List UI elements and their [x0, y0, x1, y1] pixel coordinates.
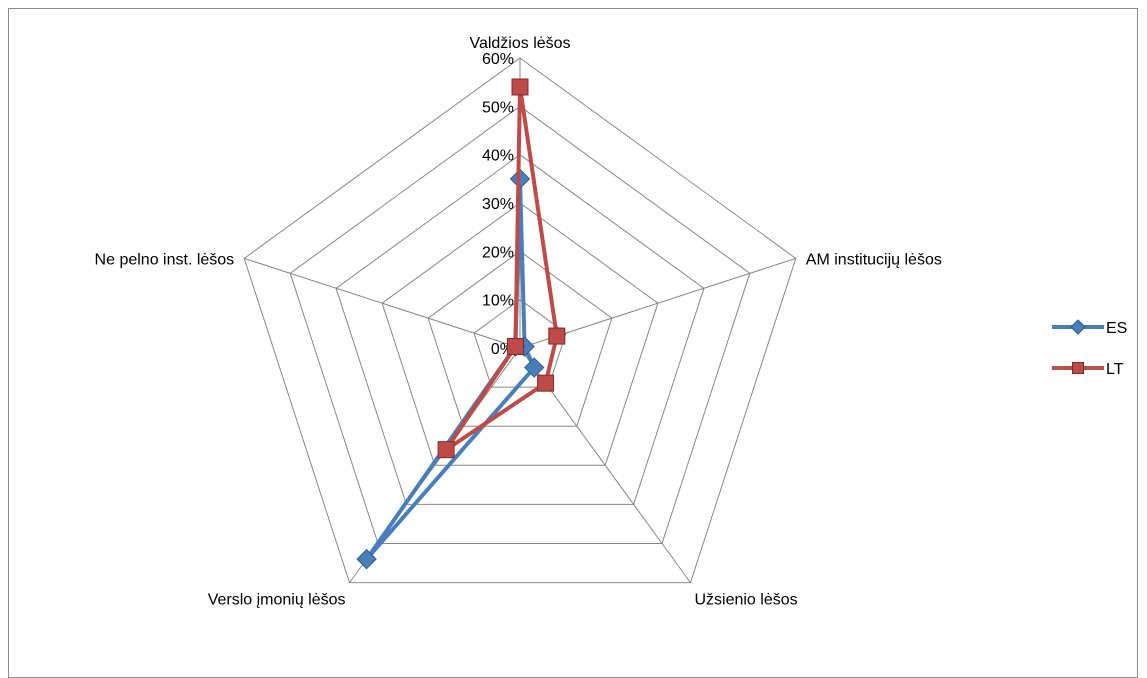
- legend: ES LT: [1052, 319, 1127, 378]
- tick-label: 10%: [482, 293, 514, 310]
- category-label: Ne pelno inst. lėšos: [95, 251, 235, 268]
- tick-label: 60%: [482, 51, 514, 68]
- data-point: [506, 338, 524, 356]
- grid-ring: [335, 154, 705, 505]
- legend-marker: [1072, 362, 1084, 374]
- tick-label: 20%: [482, 244, 514, 261]
- category-label: Verslo įmonių lėšos: [208, 592, 346, 609]
- legend-entry-lt: LT: [1052, 361, 1124, 378]
- data-point: [437, 441, 455, 459]
- category-labels: Valdžios lėšos AM institucijų lėšos Užsien…: [95, 35, 942, 609]
- series-line: [364, 176, 537, 562]
- data-point: [511, 78, 529, 96]
- legend-label: ES: [1106, 320, 1127, 337]
- spoke-line: [519, 257, 796, 349]
- data-point: [356, 548, 377, 570]
- legend-marker: [1070, 319, 1086, 335]
- grid-ring: [381, 202, 659, 466]
- legend-label: LT: [1106, 361, 1124, 378]
- tick-label: 30%: [482, 196, 514, 213]
- spoke-line: [244, 257, 521, 349]
- grid-ring: [289, 105, 751, 544]
- series-line: [444, 85, 559, 452]
- data-point: [537, 374, 555, 392]
- tick-label: 50%: [482, 99, 514, 116]
- category-label: Užsienio lėšos: [694, 592, 797, 609]
- chart-frame: [8, 8, 1138, 678]
- grid-ring: [243, 57, 797, 584]
- radial-axis-ticks: 0%10%20%30%40%50%60%: [482, 51, 514, 358]
- series-lt: [437, 78, 566, 459]
- data-point: [548, 327, 566, 345]
- data-point: [523, 357, 545, 378]
- grid-ring: [427, 250, 613, 427]
- category-label: AM institucijų lėšos: [806, 251, 942, 268]
- legend-entry-es: ES: [1052, 319, 1127, 337]
- tick-label: 40%: [482, 148, 514, 165]
- grid-ring: [473, 299, 567, 388]
- series-layer: [356, 78, 566, 570]
- category-label: Valdžios lėšos: [469, 35, 570, 52]
